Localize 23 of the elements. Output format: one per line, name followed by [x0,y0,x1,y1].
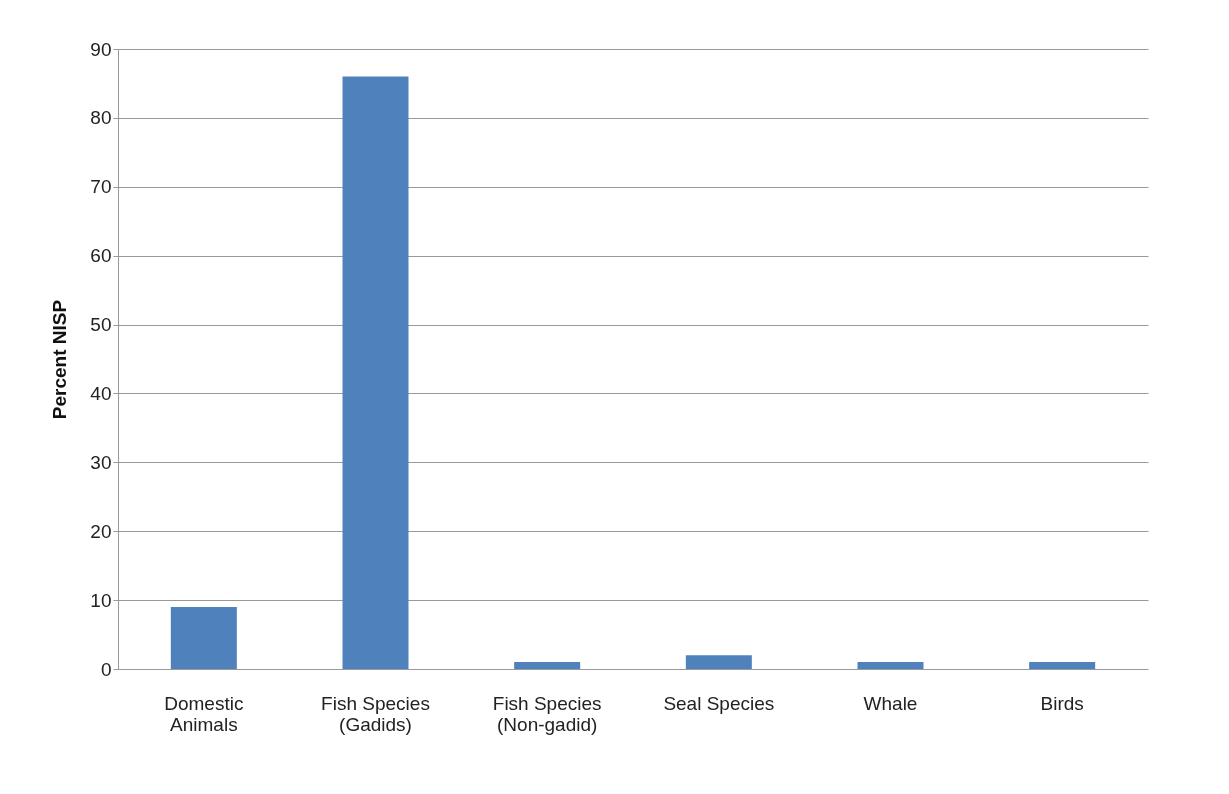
y-tick-label: 90 [90,38,112,60]
x-tick-label: Whale [863,692,918,714]
bar [170,607,237,669]
y-tick-label: 30 [90,451,112,473]
bar [685,655,752,669]
x-tick-label: Domestic Animals [164,692,244,735]
y-tick-label: 40 [90,382,112,404]
y-tick-label: 70 [90,176,112,198]
y-tick-label: 60 [90,245,112,267]
bar [1029,662,1096,669]
x-tick-label: Birds [1040,692,1084,714]
y-tick-label: 80 [90,107,112,129]
y-tick-label: 0 [100,658,112,680]
bar [342,76,409,669]
bar [514,662,581,669]
y-axis-title: Percent NISP [49,299,71,420]
y-tick-label: 50 [90,314,112,336]
y-tick-label: 10 [90,589,112,611]
x-tick-label: Seal Species [663,692,775,714]
bar [857,662,924,669]
y-tick-label: 20 [90,520,112,542]
x-tick-label: Fish Species (Gadids) [321,692,430,735]
x-tick-label: Fish Species (Non-gadid) [492,692,602,735]
